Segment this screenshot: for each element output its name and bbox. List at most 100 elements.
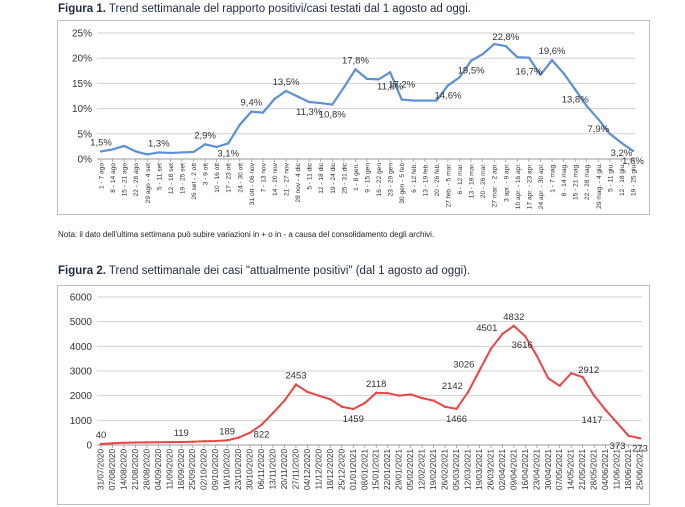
fig2-data-point [352, 407, 355, 411]
fig2-data-label: 2142 [442, 381, 463, 392]
fig2-data-point [122, 441, 126, 444]
fig1-data-point [527, 56, 531, 59]
fig2-data-label: 1417 [581, 415, 602, 426]
fig1-data-point [458, 76, 461, 79]
fig1-data-point [203, 143, 207, 146]
fig1-category-label: 29 mag. - 4 giu. [596, 163, 603, 209]
fig1-category-label: 27 feb. - 5 mar. [445, 163, 452, 208]
fig2-category-label: 19/02/2021 [429, 449, 438, 490]
fig2-category-label: 27/11/2020 [291, 449, 300, 490]
fig1-chart: 0% 5% 10% 15% 20% 25% 1 - 7 ago 8 - 14 ago 15 - … [72, 29, 644, 210]
fig1-category-label: 13 - 19 feb. [422, 163, 429, 197]
fig1-category-label: 1 - 7 ago [99, 163, 106, 189]
fig2-data-label: 3026 [453, 359, 474, 370]
fig1-data-point [631, 149, 635, 153]
fig2-category-label: 09/10/2020 [211, 449, 220, 490]
fig2-data-point [225, 439, 229, 442]
fig1-category-label: 12 - 18 set [168, 163, 175, 194]
fig2-data-label: 40 [96, 430, 107, 441]
fig1-data-label: 11,3% [296, 107, 323, 118]
fig1-category-label: 9 - 15 gen [365, 163, 372, 193]
fig2-data-point [535, 354, 538, 358]
fig2-category-label: 29/01/2021 [395, 449, 404, 490]
figure1-label: Figura 1. [58, 3, 106, 15]
fig2-category-label: 04/12/2020 [303, 449, 312, 490]
fig2-data-label: 273 [632, 443, 648, 454]
fig1-data-point [400, 98, 403, 101]
fig1-data-point [261, 111, 265, 114]
fig2-data-point [478, 369, 481, 372]
figure1-title: Figura 1. Trend settimanale del rapporto… [58, 3, 471, 15]
fig1-data-point [562, 72, 565, 75]
fig1-data-point [585, 104, 588, 108]
fig2-data-point [397, 394, 401, 397]
fig1-data-point [493, 42, 496, 46]
fig2-category-label: 31/07/2020 [97, 449, 106, 490]
fig1-category-label: 1 - 7 mag. [550, 163, 557, 193]
fig1-category-label: 19 - 24 dic [330, 162, 337, 193]
fig1-data-point [134, 150, 137, 153]
fig2-category-label: 07/08/2020 [108, 449, 117, 490]
fig1-data-point [412, 99, 415, 102]
fig1-data-point [435, 99, 438, 102]
fig1-data-label: 17,2% [388, 80, 415, 91]
fig2-category-label: 23/10/2020 [234, 449, 243, 490]
fig1-data-point [539, 73, 542, 77]
figure2-title-text: Trend settimanale dei casi "attualmente … [105, 265, 471, 277]
fig2-data-point [168, 440, 172, 444]
fig1-data-label: 2,9% [194, 130, 216, 141]
fig1-category-label: 21 - 27 nov [284, 162, 291, 196]
fig2-data-point [363, 401, 366, 405]
fig2-ytick-label: 3000 [70, 367, 93, 378]
fig2-data-label: 4832 [503, 312, 524, 323]
fig2-category-label: 25/09/2020 [188, 449, 197, 490]
fig2-data-point [329, 398, 332, 401]
fig1-ytick-label: 15% [72, 79, 92, 90]
fig2-data-point [638, 437, 642, 440]
fig2-category-label: 18/06/2021 [624, 449, 633, 490]
fig1-data-label: 3,1% [217, 148, 239, 159]
fig2-data-point [260, 423, 263, 426]
fig2-data-label: 189 [219, 426, 235, 437]
figure2-title: Figura 2. Trend settimanale dei casi "at… [58, 265, 470, 277]
fig1-category-label: 13 - 19 mar. [469, 163, 476, 198]
fig2-category-label: 26/02/2021 [441, 449, 450, 490]
fig1-category-label: 10 apr. - 16 apr. [515, 163, 522, 209]
fig2-data-point [615, 421, 619, 424]
fig2-data-point [306, 390, 309, 394]
fig1-data-point [180, 151, 184, 154]
fig1-data-label: 9,4% [241, 98, 263, 109]
fig1-data-label: 13,8% [562, 94, 589, 105]
fig1-category-label: 30 gen - 5 feb [399, 163, 406, 204]
fig1-category-label: 26 set - 2 ott [191, 163, 198, 200]
fig1-data-point [331, 103, 334, 106]
fig1-data-label: 1,6% [622, 156, 644, 167]
fig2-category-label: 11/12/2020 [314, 449, 323, 490]
fig1-category-label: 24 - 30 ott [237, 163, 244, 193]
fig2-category-label: 04/09/2020 [154, 449, 163, 490]
fig2-category-label: 16/10/2020 [223, 449, 232, 490]
fig1-data-point [296, 95, 299, 98]
fig2-data-point [524, 335, 527, 338]
fig2-data-point [180, 440, 183, 444]
fig1-data-point [273, 97, 276, 101]
fig1-data-label: 14,6% [434, 90, 461, 101]
fig2-data-point [604, 408, 607, 412]
fig2-data-point [501, 332, 504, 336]
fig2-data-point [157, 441, 160, 444]
fig1-category-label: 10 - 16 ott [214, 163, 221, 193]
fig2-data-point [432, 399, 435, 402]
fig2-ytick-label: 4000 [70, 342, 93, 353]
fig2-data-point [455, 407, 458, 411]
fig1-data-point [307, 100, 311, 104]
fig1-data-point [146, 153, 149, 156]
fig1-data-label: 1,3% [148, 138, 170, 149]
fig2-data-point [558, 384, 561, 387]
fig1-category-label: 29 ago - 4 set [145, 163, 152, 203]
fig1-category-label: 8 - 14 ago [110, 163, 117, 193]
fig2-data-point [271, 411, 275, 415]
fig2-data-point [145, 441, 149, 444]
fig2-category-label: 18/09/2020 [177, 449, 186, 490]
fig1-data-label: 10,8% [319, 110, 346, 121]
fig2-category-label: 28/08/2020 [142, 449, 151, 490]
